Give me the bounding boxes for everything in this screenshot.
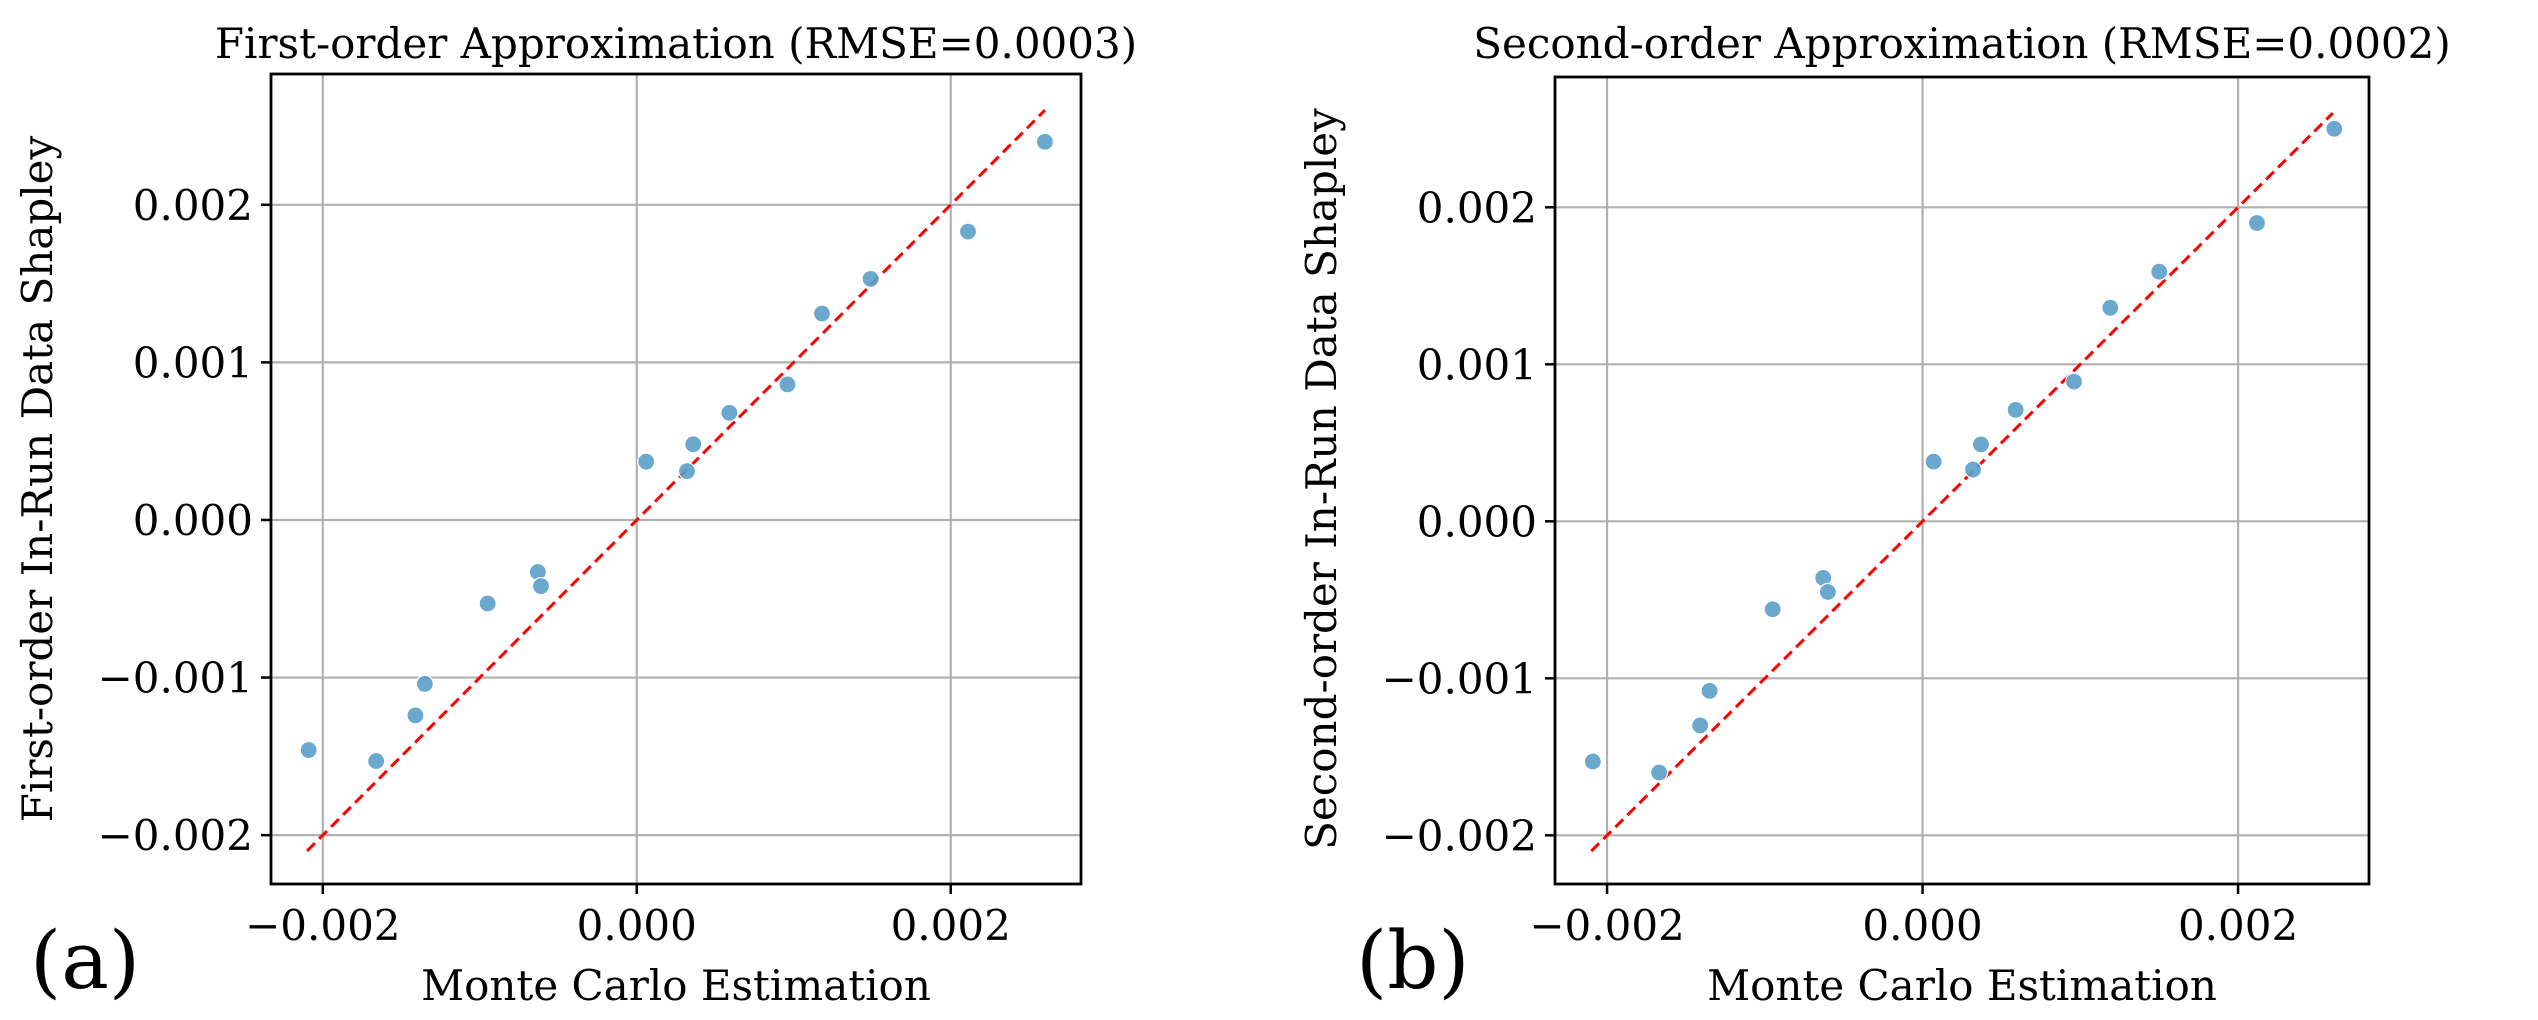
data-point — [1650, 763, 1669, 782]
axes-frame — [1553, 75, 2371, 886]
panel-b: Second-order Approximation (RMSE=0.0002)… — [1297, 19, 2451, 1010]
panel-label: (a) — [30, 914, 140, 1007]
data-point — [1763, 600, 1782, 619]
y-tick-label: 0.002 — [133, 181, 253, 230]
y-tick-label: −0.001 — [98, 654, 253, 703]
data-point — [531, 577, 551, 596]
data-point — [1924, 452, 1943, 471]
y-tick-label: 0.001 — [1417, 340, 1537, 389]
y-tick-label: 0.002 — [1417, 183, 1537, 232]
data-point — [677, 462, 697, 481]
x-axis-label: Monte Carlo Estimation — [1707, 961, 2217, 1010]
data-point — [2150, 262, 2169, 281]
data-point — [958, 222, 978, 241]
data-point — [1700, 681, 1719, 700]
data-point — [812, 304, 832, 323]
data-point — [684, 435, 703, 454]
y-tick-label: −0.002 — [1382, 811, 1537, 860]
y-tick-label: 0.000 — [133, 496, 253, 545]
y-axis-label: Second-order In-Run Data Shapley — [1297, 108, 1346, 850]
x-tick-label: 0.000 — [577, 901, 697, 950]
data-point — [478, 594, 497, 613]
data-point — [861, 269, 880, 288]
x-tick-label: 0.002 — [891, 901, 1011, 950]
data-point — [1583, 752, 1602, 771]
chart-title: First-order Approximation (RMSE=0.0003) — [215, 19, 1137, 68]
x-tick-label: 0.000 — [1862, 901, 1982, 950]
data-point — [720, 403, 739, 422]
y-tick-label: 0.000 — [1417, 497, 1537, 546]
data-point — [2064, 372, 2084, 391]
y-axis-label: First-order In-Run Data Shapley — [13, 136, 62, 823]
y-tick-label: −0.002 — [98, 811, 253, 860]
reference-line — [306, 109, 1046, 852]
data-point — [2247, 213, 2267, 233]
y-tick-label: 0.001 — [133, 338, 253, 387]
data-point — [2101, 298, 2120, 317]
data-point — [1963, 460, 1983, 479]
data-point — [2325, 119, 2344, 138]
x-tick-label: −0.002 — [1529, 901, 1684, 950]
grid — [1555, 77, 2369, 884]
chart-title: Second-order Approximation (RMSE=0.0002) — [1473, 19, 2451, 68]
data-point — [367, 751, 386, 771]
data-point — [1971, 435, 1991, 454]
panel-label: (b) — [1356, 914, 1470, 1007]
data-point — [637, 452, 656, 471]
data-point — [1035, 132, 1054, 151]
data-point — [299, 740, 318, 760]
axes-frame — [269, 72, 1083, 886]
reference-line — [1590, 112, 2334, 853]
data-point — [406, 706, 425, 725]
data-point — [415, 674, 434, 693]
data-point — [1818, 582, 1838, 602]
data-point — [1691, 716, 1710, 735]
data-point — [2006, 400, 2025, 419]
data-point — [778, 375, 797, 394]
grid — [271, 74, 1081, 884]
x-axis-label: Monte Carlo Estimation — [421, 961, 931, 1010]
y-tick-label: −0.001 — [1382, 654, 1537, 703]
x-tick-label: −0.002 — [245, 901, 400, 950]
x-tick-label: 0.002 — [2178, 901, 2298, 950]
panel-a: First-order Approximation (RMSE=0.0003) … — [13, 19, 1137, 1010]
